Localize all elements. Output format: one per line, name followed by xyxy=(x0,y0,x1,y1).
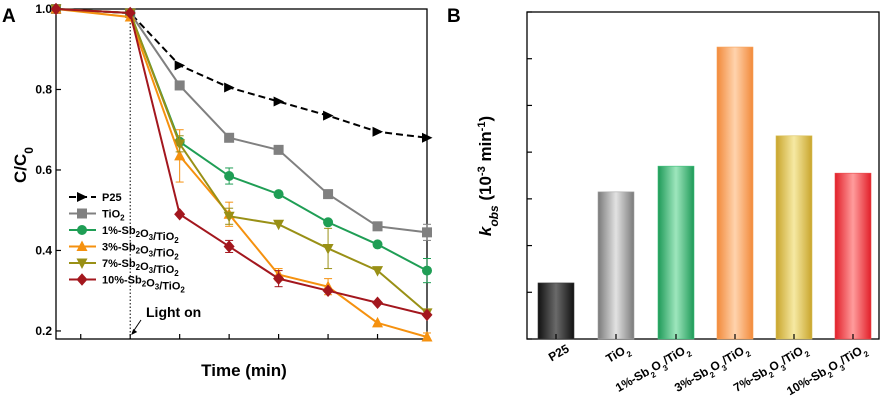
y-tick-label: 0.2 xyxy=(35,324,52,338)
series-0 xyxy=(51,4,433,143)
y-tick-label: 0.8 xyxy=(35,82,52,96)
series-line xyxy=(55,8,428,316)
data-point xyxy=(273,144,284,155)
data-point xyxy=(76,258,88,269)
data-point xyxy=(322,284,334,297)
legend-item: 10%-Sb2O3/TiO2 xyxy=(69,273,185,295)
data-point xyxy=(273,189,284,200)
y-tick-label: 1.0 xyxy=(35,2,52,16)
legend-item: P25 xyxy=(69,192,122,204)
data-point xyxy=(223,211,235,223)
data-point xyxy=(224,132,235,143)
series-line xyxy=(55,8,428,338)
bar-5 xyxy=(834,172,872,340)
bar-4 xyxy=(775,135,813,340)
panel-a-ylabel: C/C0 xyxy=(11,147,36,183)
legend-label: TiO2 xyxy=(102,209,125,223)
legend-label: 10%-Sb2O3/TiO2 xyxy=(102,275,185,295)
legend-item: 7%-Sb2O3/TiO2 xyxy=(69,258,179,278)
series-line xyxy=(55,8,428,314)
data-point xyxy=(77,208,87,219)
data-point xyxy=(422,227,432,238)
data-point xyxy=(77,225,87,235)
data-point xyxy=(273,219,285,231)
bar-1 xyxy=(597,191,635,340)
data-point xyxy=(174,60,186,71)
series-4 xyxy=(50,4,433,319)
series-1 xyxy=(51,4,432,241)
data-point xyxy=(50,2,62,16)
panel-b-plot: P25 TiO21%-Sb2O3/TiO23%-Sb2O3/TiO27%-Sb2O… xyxy=(526,11,880,398)
data-point xyxy=(174,207,186,221)
panel-a-xlabel: Time (min) xyxy=(201,361,287,380)
legend-item: 1%-Sb2O3/TiO2 xyxy=(69,225,179,245)
legend: P25 TiO2 1%-Sb2O3/TiO23%-Sb2O3/TiO27%-Sb2O… xyxy=(69,192,185,295)
legend-label: 3%-Sb2O3/TiO2 xyxy=(102,242,179,262)
light-on-annotation: Light on xyxy=(146,304,201,320)
legend-label: P25 xyxy=(102,192,122,204)
data-point xyxy=(323,110,334,121)
data-point xyxy=(76,240,88,251)
data-point xyxy=(223,240,235,253)
legend-item: TiO2 xyxy=(69,208,125,223)
panel-a-frame xyxy=(55,8,428,340)
series-line xyxy=(55,8,428,139)
panel-a-label: A xyxy=(2,6,16,27)
data-point xyxy=(224,171,235,182)
legend-item: 3%-Sb2O3/TiO2 xyxy=(69,240,179,262)
panel-b-label: B xyxy=(447,6,461,27)
panel-b-ylabel: kobs (10-3 min-1) xyxy=(476,116,501,236)
data-point xyxy=(372,296,384,310)
data-point xyxy=(421,330,433,342)
data-point xyxy=(372,221,383,232)
data-point xyxy=(372,239,383,250)
series-3 xyxy=(50,3,433,342)
data-point xyxy=(323,217,334,228)
data-point xyxy=(224,82,235,93)
data-point xyxy=(77,192,88,202)
legend-label: 7%-Sb2O3/TiO2 xyxy=(102,258,179,278)
light-on-arrowhead xyxy=(131,329,138,335)
series-5 xyxy=(50,2,433,322)
data-point xyxy=(273,96,285,107)
data-point xyxy=(422,265,432,276)
data-point xyxy=(273,272,285,285)
data-point xyxy=(76,273,88,286)
panel-b-frame xyxy=(526,11,880,340)
legend-label: 1%-Sb2O3/TiO2 xyxy=(102,225,179,245)
x-tick-label: TiO2 xyxy=(604,341,634,369)
bar-2 xyxy=(657,165,695,340)
data-point xyxy=(372,126,384,137)
data-point xyxy=(174,80,185,91)
data-point xyxy=(323,189,334,200)
data-point xyxy=(372,316,384,328)
data-point xyxy=(422,132,433,143)
y-tick-label: 0.4 xyxy=(35,243,52,257)
data-point xyxy=(421,308,433,322)
data-point xyxy=(174,149,186,161)
bar-0 xyxy=(537,282,575,340)
bar-3 xyxy=(716,46,754,340)
x-tick-label: P25 xyxy=(546,341,572,364)
data-point xyxy=(124,6,136,20)
data-point xyxy=(174,139,186,150)
series-line xyxy=(55,8,428,234)
data-point xyxy=(372,266,384,277)
data-point xyxy=(322,243,334,255)
panel-a-plot: 0.2 0.4 0.6 0.8 1.0 P25 TiO2 1%-Sb2O3/TiO23%-Sb… xyxy=(35,2,433,342)
y-tick-label: 0.6 xyxy=(35,163,52,177)
